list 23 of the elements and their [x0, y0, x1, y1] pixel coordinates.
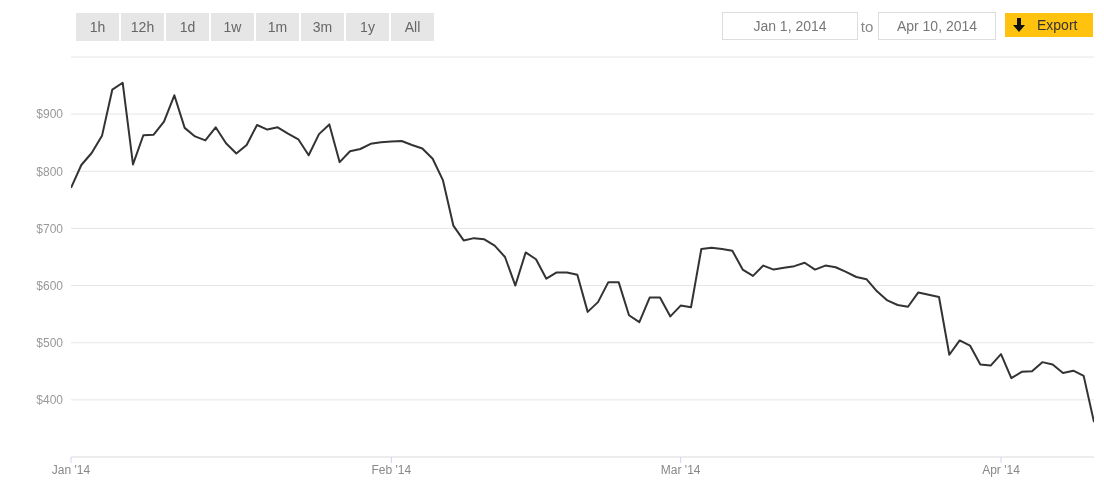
text: 12h — [121, 13, 164, 41]
y-tick-label: $500 — [36, 335, 64, 350]
text: 1d — [166, 13, 209, 41]
text: All — [391, 13, 434, 41]
x-tick-label: Feb '14 — [371, 462, 412, 477]
x-tick-label: Jan '14 — [51, 462, 91, 477]
text: to — [859, 16, 875, 37]
y-tick-label: $800 — [36, 164, 64, 179]
text: 1h — [76, 13, 119, 41]
x-tick-label: Mar '14 — [660, 462, 701, 477]
y-tick-label: $900 — [36, 107, 64, 122]
text: 1w — [211, 13, 254, 41]
text: Jan 1, 2014 — [722, 12, 858, 40]
y-tick-label: $400 — [36, 393, 64, 408]
x-tick-label: Apr '14 — [982, 462, 1021, 477]
text: 1y — [346, 13, 389, 41]
y-tick-label: $700 — [36, 221, 64, 236]
text: Export — [1037, 17, 1078, 33]
text: Apr 10, 2014 — [878, 12, 996, 40]
y-tick-label: $600 — [36, 278, 64, 293]
line-series — [71, 81, 1094, 424]
text: 3m — [301, 13, 344, 41]
text: 1m — [256, 13, 299, 41]
